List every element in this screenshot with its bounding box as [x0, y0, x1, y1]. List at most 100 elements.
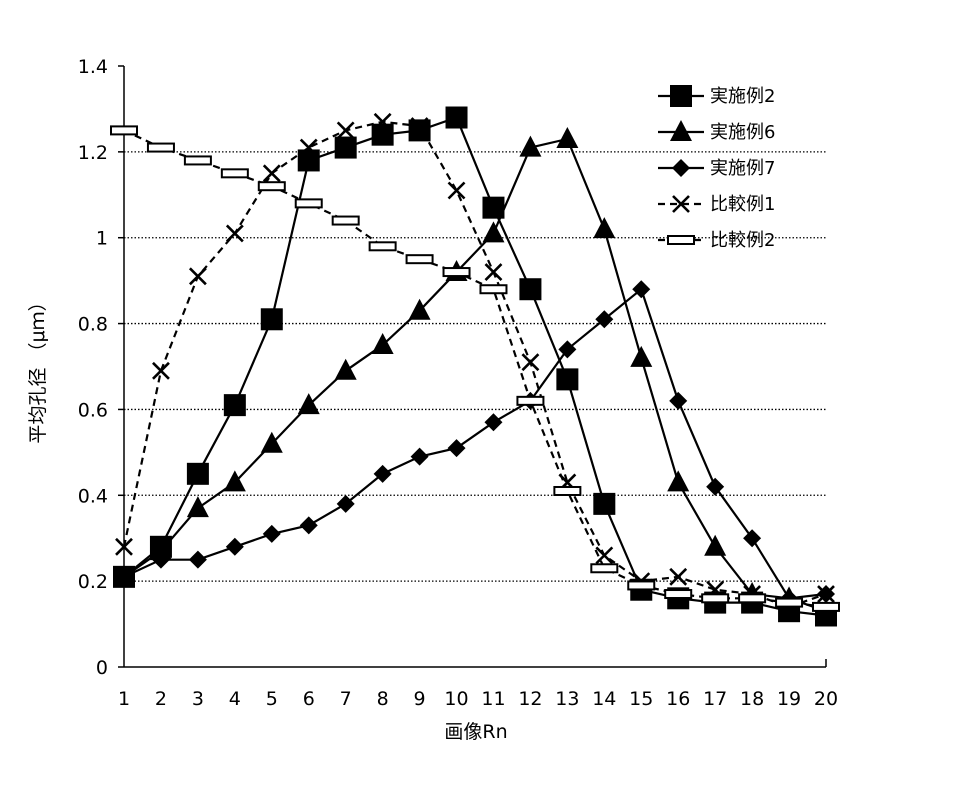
data-point	[665, 590, 691, 598]
data-point	[669, 392, 687, 410]
data-point	[153, 363, 169, 379]
data-point	[591, 564, 617, 572]
data-point	[407, 255, 433, 263]
data-point	[296, 199, 322, 207]
data-point	[739, 594, 765, 602]
data-point	[111, 126, 137, 134]
x-tick-label: 1	[118, 688, 130, 710]
data-point	[264, 165, 280, 181]
y-axis-title: 平均孔径 （μｍ）	[27, 292, 49, 443]
x-tick-label: 2	[155, 688, 167, 710]
data-point	[263, 525, 281, 543]
legend: 実施例2 実施例6 実施例7 比較例1 比較例2	[658, 85, 775, 251]
legend-label: 実施例2	[710, 86, 775, 107]
legend-item: 実施例7	[658, 158, 775, 179]
data-point	[189, 551, 207, 569]
y-tick-labels: 0 0.2 0.4 0.6 0.8 1 1.2 1.4	[78, 56, 108, 679]
x-tick-label: 11	[481, 688, 505, 710]
x-tick-label: 4	[229, 688, 241, 710]
data-point	[776, 599, 802, 607]
data-point	[630, 346, 652, 367]
data-point	[517, 397, 543, 405]
legend-item: 実施例6	[658, 120, 775, 143]
x-tick-label: 16	[666, 688, 690, 710]
data-point	[370, 242, 396, 250]
data-point	[485, 264, 501, 280]
data-point	[556, 368, 578, 390]
series-line	[124, 118, 826, 616]
data-point	[300, 516, 318, 534]
data-point	[554, 487, 580, 495]
y-tick-label: 0.2	[78, 571, 108, 593]
x-tick-label: 19	[777, 688, 801, 710]
x-tick-labels: 1234567891011121314151617181920	[118, 688, 838, 710]
data-point	[667, 470, 689, 491]
data-point	[187, 463, 209, 485]
data-point	[628, 581, 654, 589]
legend-marker	[672, 159, 690, 177]
data-point	[187, 496, 209, 517]
y-tick-label: 1.4	[78, 56, 108, 78]
data-point	[335, 137, 357, 159]
legend-item: 比較例1	[658, 194, 775, 215]
x-tick-label: 20	[814, 688, 838, 710]
legend-label: 実施例7	[710, 158, 775, 179]
series-4	[116, 114, 834, 615]
y-tick-label: 0	[96, 657, 108, 679]
x-tick-label: 6	[303, 688, 315, 710]
data-point	[224, 394, 246, 416]
data-point	[372, 333, 394, 354]
x-tick-label: 13	[555, 688, 579, 710]
data-point	[448, 439, 466, 457]
data-point	[702, 594, 728, 602]
y-tick-label: 1.2	[78, 142, 108, 164]
data-point	[298, 393, 320, 414]
data-point	[519, 278, 541, 300]
data-point	[259, 182, 285, 190]
data-point	[185, 156, 211, 164]
series-3	[115, 280, 835, 607]
data-point	[411, 448, 429, 466]
data-point	[226, 538, 244, 556]
data-point	[704, 535, 726, 556]
data-point	[338, 122, 354, 138]
data-point	[190, 268, 206, 284]
y-tick-label: 0.6	[78, 399, 108, 421]
y-tick-label: 0.4	[78, 485, 108, 507]
x-tick-label: 17	[703, 688, 727, 710]
data-series	[111, 107, 839, 627]
x-axis-title: 画像Rn	[444, 721, 507, 743]
data-point	[813, 603, 839, 611]
y-tick-label: 0.8	[78, 314, 108, 336]
x-tick-label: 14	[592, 688, 616, 710]
data-point	[522, 354, 538, 370]
data-point	[261, 308, 283, 330]
x-tick-label: 8	[377, 688, 389, 710]
x-tick-label: 15	[629, 688, 653, 710]
legend-label: 比較例1	[710, 194, 775, 215]
data-point	[372, 124, 394, 146]
x-tick-label: 5	[266, 688, 278, 710]
legend-marker	[668, 236, 694, 244]
legend-item: 比較例2	[658, 230, 775, 251]
legend-label: 実施例6	[710, 122, 775, 143]
legend-marker	[670, 85, 692, 107]
data-point	[743, 529, 761, 547]
y-tick-label: 1	[96, 228, 108, 250]
data-point	[593, 493, 615, 515]
data-point	[706, 478, 724, 496]
series-1	[113, 107, 837, 627]
data-point	[148, 144, 174, 152]
data-point	[556, 127, 578, 148]
grid-lines	[124, 152, 826, 581]
data-point	[480, 285, 506, 293]
data-point	[222, 169, 248, 177]
legend-marker	[670, 120, 692, 141]
data-point	[449, 182, 465, 198]
data-point	[227, 225, 243, 241]
data-point	[484, 413, 502, 431]
legend-item: 実施例2	[658, 85, 775, 107]
data-point	[409, 119, 431, 141]
legend-label: 比較例2	[710, 230, 775, 251]
